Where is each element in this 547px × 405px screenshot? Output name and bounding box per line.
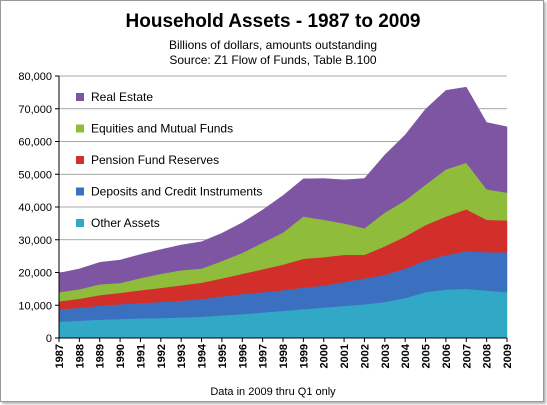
y-tick-label: 60,000 [18, 137, 52, 149]
legend-swatch [76, 219, 84, 227]
x-tick-label: 1995 [217, 344, 229, 368]
x-tick-label: 1989 [95, 344, 107, 368]
area-real-estate [58, 86, 508, 293]
legend-label: Other Assets [91, 216, 160, 230]
x-tick-label: 2005 [421, 344, 433, 368]
legend-label: Deposits and Credit Instruments [91, 185, 262, 199]
x-axis-tick-labels: 1987 1988 1989 1990 1991 1992 1993 1994 1995 1996… [54, 343, 514, 368]
x-tick-label: 2008 [482, 344, 494, 368]
x-tick-label: 1997 [258, 344, 270, 368]
legend-swatch [76, 187, 84, 196]
legend-swatch [76, 124, 84, 133]
y-tick-label: 20,000 [18, 268, 52, 280]
x-tick-label: 2006 [441, 344, 453, 368]
x-tick-label: 1990 [115, 344, 127, 368]
y-axis-tick-labels: 0 10,000 20,000 30,000 40,000 50,000 60,000 70,… [18, 71, 52, 345]
x-tick-label: 1993 [176, 344, 188, 368]
x-tick-label: 2001 [339, 344, 351, 368]
legend-label: Equities and Mutual Funds [91, 122, 233, 136]
x-tick-label: 1987 [54, 344, 66, 368]
chart-title: Household Assets - 1987 to 2009 [126, 11, 421, 32]
x-tick-label: 2009 [502, 344, 514, 368]
x-tick-label: 1999 [298, 344, 310, 368]
x-tick-label: 1994 [197, 343, 209, 368]
data-note: Data in 2009 thru Q1 only [210, 386, 336, 398]
y-tick-label: 10,000 [18, 300, 52, 312]
legend: Real Estate Equities and Mutual Funds Pens… [76, 90, 262, 230]
stacked-areas [58, 86, 508, 339]
axes [55, 75, 508, 342]
x-tick-label: 2002 [359, 344, 371, 368]
x-tick-label: 2007 [461, 344, 473, 368]
y-tick-label: 0 [46, 333, 52, 345]
y-tick-label: 40,000 [18, 202, 52, 214]
legend-swatch [76, 156, 84, 164]
chart-subtitle-line-2: Source: Z1 Flow of Funds, Table B.100 [169, 53, 377, 67]
x-tick-label: 1996 [237, 344, 249, 368]
y-tick-label: 70,000 [18, 104, 52, 116]
legend-label: Real Estate [91, 90, 153, 104]
x-tick-label: 2000 [319, 344, 331, 368]
legend-swatch [76, 93, 84, 101]
x-tick-label: 1988 [74, 344, 86, 368]
x-tick-label: 2003 [380, 344, 392, 368]
x-tick-label: 1998 [278, 344, 290, 368]
x-tick-label: 1991 [135, 344, 147, 368]
y-tick-label: 80,000 [18, 71, 52, 83]
y-tick-label: 30,000 [18, 235, 52, 247]
legend-label: Pension Fund Reserves [91, 153, 219, 167]
chart-subtitle-line-1: Billions of dollars, amounts outstanding [169, 38, 377, 52]
y-tick-label: 50,000 [18, 169, 52, 181]
x-tick-label: 1992 [156, 344, 168, 368]
x-tick-label: 2004 [400, 343, 412, 368]
